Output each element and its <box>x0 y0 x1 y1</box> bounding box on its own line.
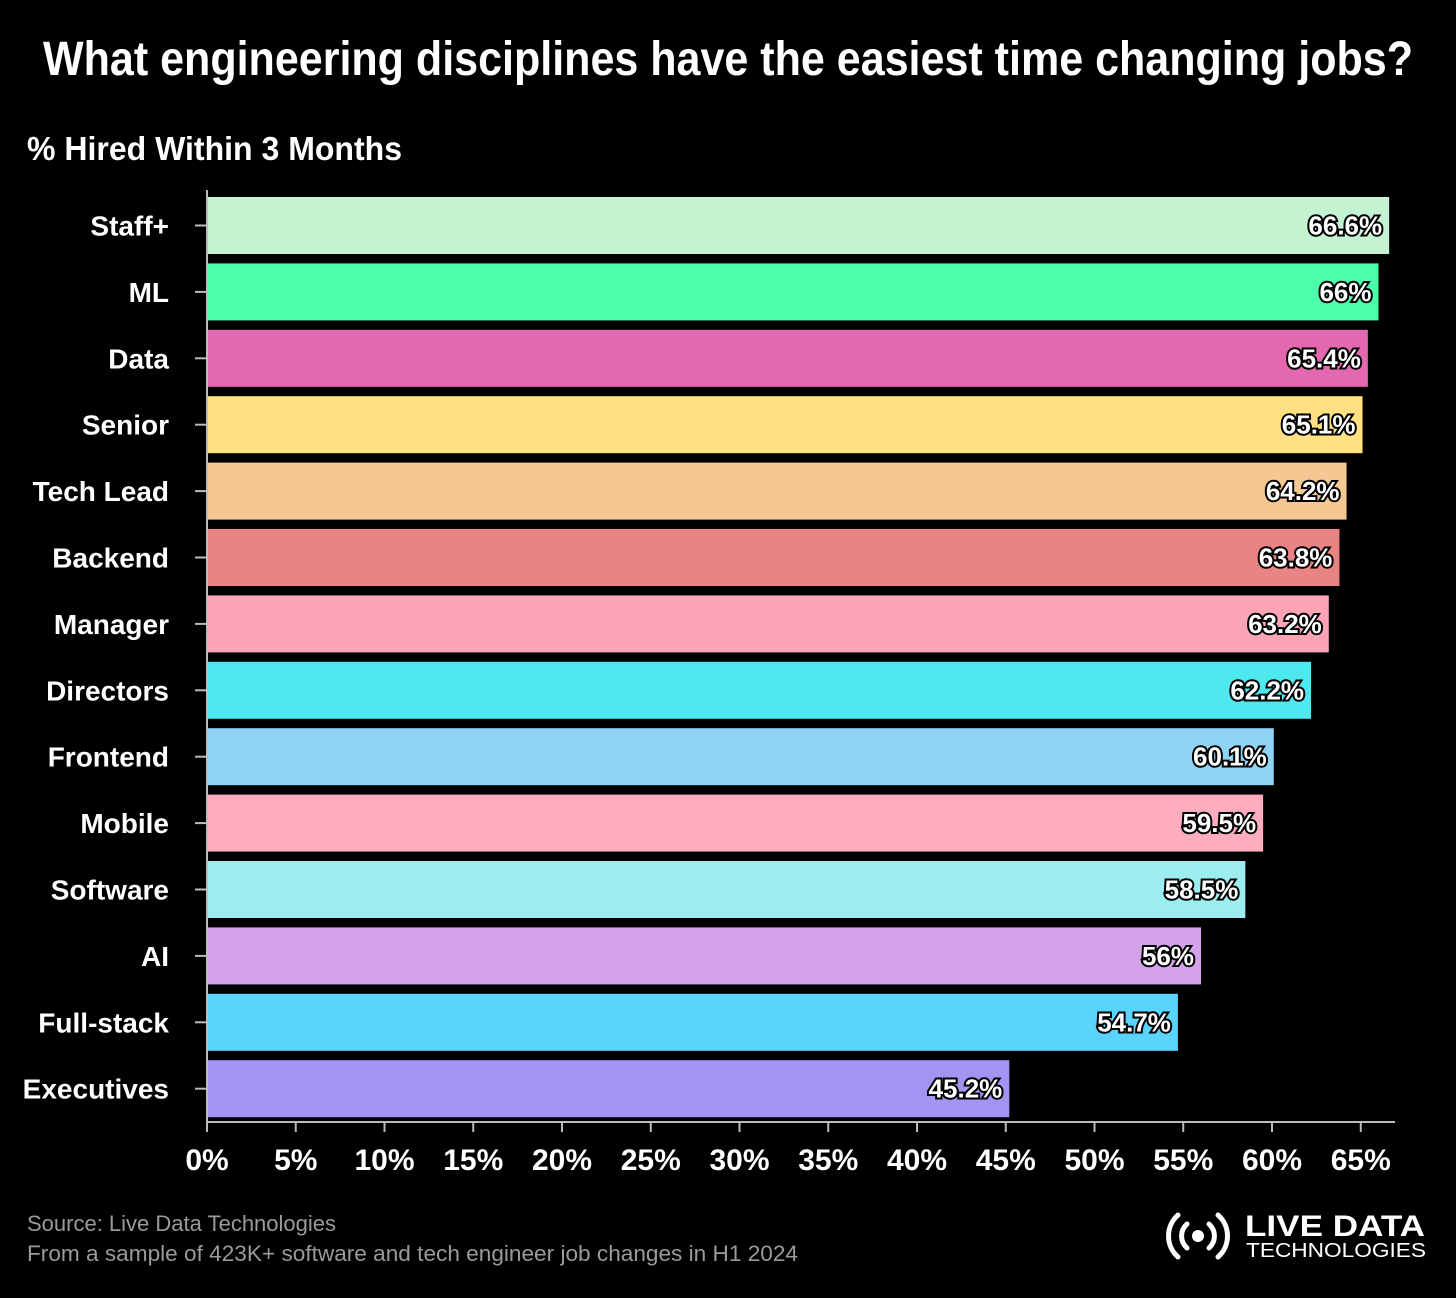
broadcast-icon <box>1166 1212 1230 1260</box>
x-tick-label: 40% <box>887 1144 947 1177</box>
logo-line2: TECHNOLOGIES <box>1246 1240 1426 1262</box>
category-label: Data <box>108 343 169 374</box>
bar-backend <box>207 529 1340 586</box>
sample-note: From a sample of 423K+ software and tech… <box>27 1241 798 1266</box>
value-label: 64.2% <box>1266 476 1340 506</box>
bar-data <box>207 329 1368 387</box>
value-label: 58.5% <box>1165 875 1239 905</box>
x-tick-label: 15% <box>443 1144 503 1177</box>
category-label: Directors <box>46 675 169 706</box>
x-tick-label: 5% <box>274 1144 317 1177</box>
x-tick-label: 20% <box>532 1144 592 1177</box>
x-tick-label: 65% <box>1331 1144 1391 1177</box>
value-label: 63.8% <box>1259 543 1333 573</box>
category-label: Frontend <box>48 742 169 773</box>
bar-directors <box>207 661 1312 719</box>
x-tick-label: 25% <box>621 1144 681 1177</box>
bar-staff- <box>207 197 1390 254</box>
value-label: 59.5% <box>1182 808 1256 838</box>
value-label: 65.4% <box>1287 343 1361 373</box>
value-label: 60.1% <box>1193 742 1267 772</box>
bar-mobile <box>207 794 1264 852</box>
value-label: 65.1% <box>1282 410 1356 440</box>
category-label: Senior <box>82 410 169 441</box>
category-label: ML <box>129 277 169 308</box>
value-label: 62.2% <box>1230 675 1304 705</box>
value-label: 66% <box>1319 277 1371 307</box>
category-label: Staff+ <box>90 211 169 242</box>
bar-senior <box>207 396 1363 454</box>
axes-group: Staff+ ML Data Senior Tech Lead Backend Manage… <box>23 190 1395 1177</box>
bar-executives <box>207 1060 1010 1118</box>
x-tick-label: 35% <box>798 1144 858 1177</box>
x-tick-label: 0% <box>185 1144 228 1177</box>
logo: LIVE DATA TECHNOLOGIES <box>1166 1210 1426 1262</box>
category-label: Manager <box>54 609 169 640</box>
x-tick-label: 45% <box>976 1144 1036 1177</box>
bar-manager <box>207 595 1329 653</box>
bar-software <box>207 861 1246 918</box>
bar-ml <box>207 263 1379 321</box>
value-label: 45.2% <box>929 1074 1003 1104</box>
x-tick-label: 50% <box>1064 1144 1124 1177</box>
x-tick-label: 55% <box>1153 1144 1213 1177</box>
x-tick-label: 60% <box>1242 1144 1302 1177</box>
bar-tech-lead <box>207 462 1347 520</box>
value-label: 63.2% <box>1248 609 1322 639</box>
category-label: AI <box>141 941 169 972</box>
source-text: Source: Live Data Technologies <box>27 1211 336 1236</box>
chart-title: What engineering disciplines have the ea… <box>43 33 1413 86</box>
category-label: Mobile <box>80 808 169 839</box>
x-tick-label: 10% <box>354 1144 414 1177</box>
value-label: 56% <box>1142 941 1194 971</box>
category-label: Backend <box>52 543 169 574</box>
value-label: 66.6% <box>1308 211 1382 241</box>
bar-ai <box>207 927 1201 985</box>
bar-frontend <box>207 728 1274 786</box>
x-tick-label: 30% <box>709 1144 769 1177</box>
bar-full-stack <box>207 993 1178 1051</box>
category-label: Executives <box>23 1074 169 1105</box>
chart-subtitle: % Hired Within 3 Months <box>27 130 402 167</box>
category-label: Tech Lead <box>33 476 169 507</box>
value-label: 54.7% <box>1097 1007 1171 1037</box>
logo-line1: LIVE DATA <box>1245 1210 1425 1243</box>
bars-group: 66.6% 66% 65.4% 65.1% 64.2% 63.8% 63.2% 62.2% 60… <box>207 197 1390 1118</box>
category-label: Software <box>51 875 169 906</box>
category-label: Full-stack <box>38 1007 169 1038</box>
